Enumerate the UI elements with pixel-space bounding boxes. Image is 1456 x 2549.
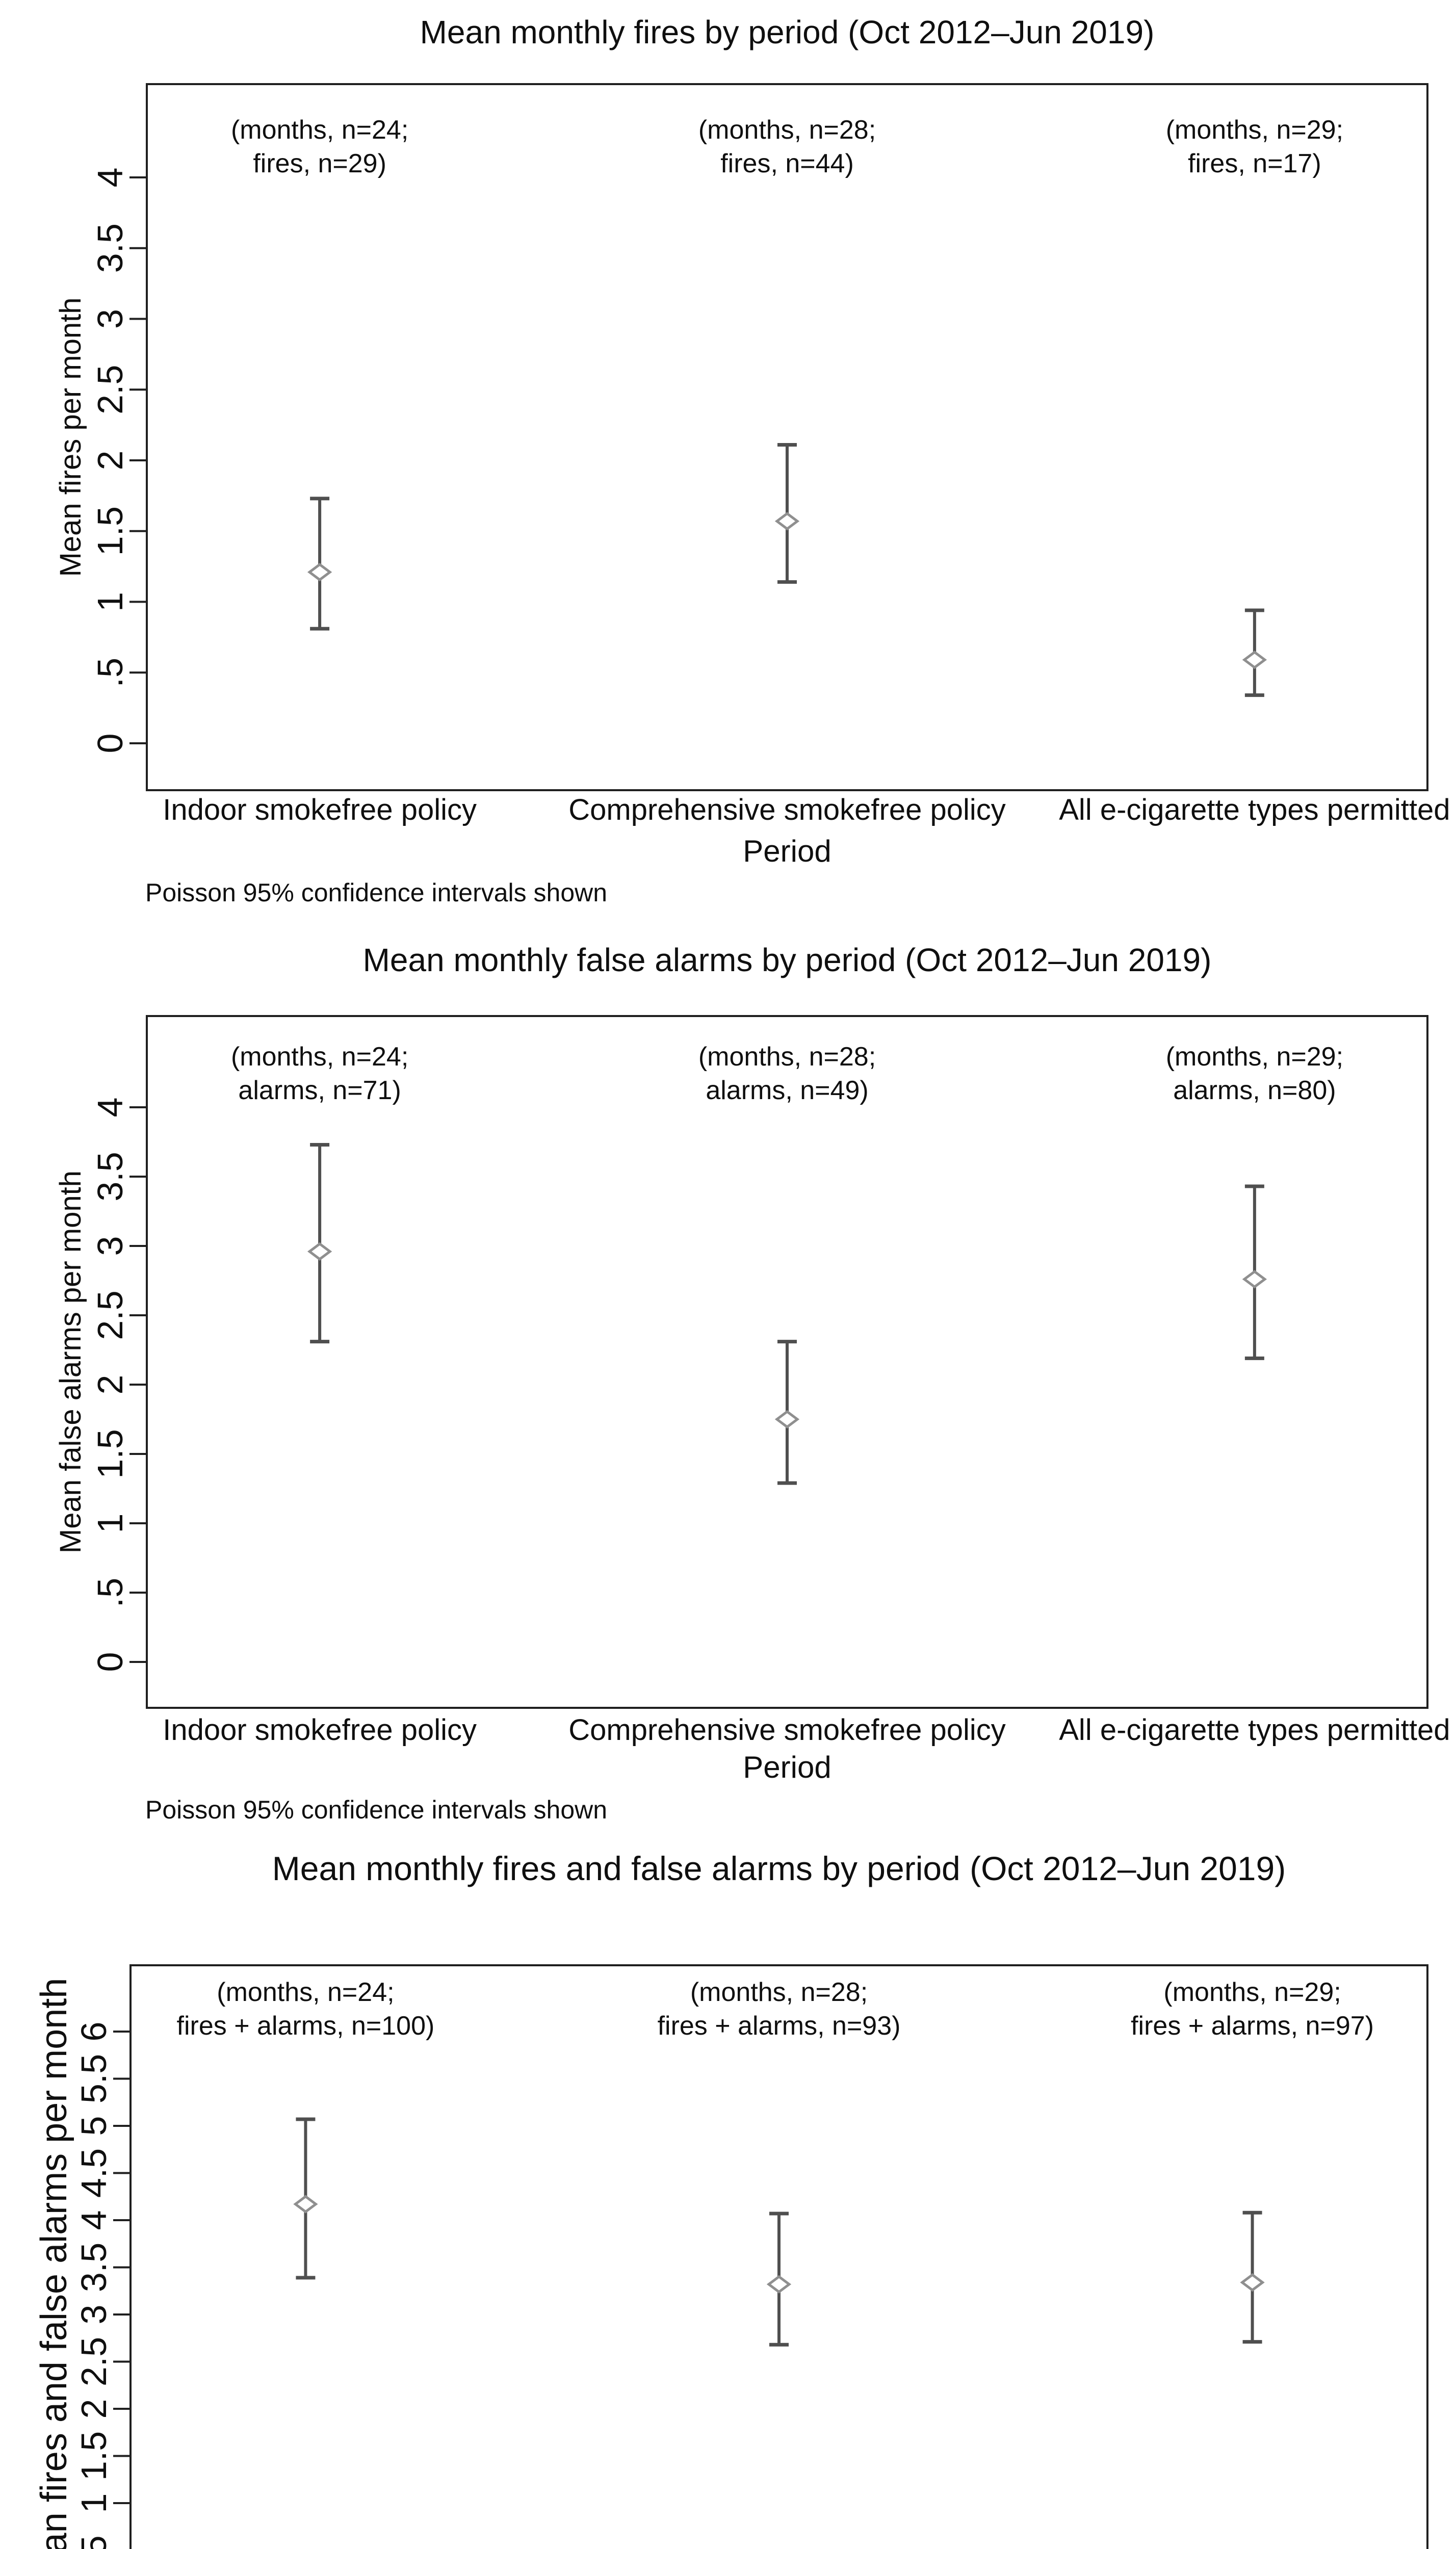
- plot-box: [146, 83, 1428, 791]
- y-tick-label: .5: [74, 2535, 114, 2549]
- y-tick-label: 3: [90, 309, 130, 329]
- false-alarms-chart-svg: Mean monthly false alarms by period (Oct…: [54, 942, 1450, 1824]
- y-tick-label: 2: [90, 1375, 130, 1395]
- y-tick-label: .5: [90, 1578, 130, 1607]
- y-tick-label: 3.5: [90, 223, 130, 273]
- chart-title: Mean monthly fires and false alarms by p…: [272, 1850, 1286, 1887]
- x-category-label: Indoor smokefree policy: [163, 1713, 477, 1747]
- y-tick-label: 2: [74, 2399, 114, 2419]
- y-tick-label: 0: [90, 734, 130, 753]
- x-category-label: Indoor smokefree policy: [163, 793, 477, 826]
- annotation-line: fires + alarms, n=93): [658, 2011, 901, 2041]
- annotation-line: (months, n=28;: [690, 1978, 868, 2007]
- y-tick-label: 2: [90, 451, 130, 471]
- marker-diamond: [774, 512, 800, 531]
- y-tick-label: 1: [74, 2493, 114, 2513]
- y-axis-title: Mean fires per month: [54, 297, 87, 577]
- x-axis-title: Period: [743, 834, 831, 868]
- annotation-line: (months, n=24;: [217, 1978, 394, 2007]
- annotation-line: alarms, n=49): [706, 1076, 868, 1105]
- chart-false-alarms: Mean monthly false alarms by period (Oct…: [0, 920, 1456, 1835]
- annotation-line: (months, n=24;: [231, 1042, 408, 1072]
- y-tick-label: 3: [90, 1236, 130, 1256]
- marker-diamond: [293, 2195, 318, 2214]
- marker-diamond: [307, 1242, 332, 1261]
- marker-diamond: [1242, 1270, 1267, 1289]
- y-axis-title: Mean false alarms per month: [54, 1171, 87, 1553]
- marker-diamond: [1240, 2273, 1265, 2292]
- annotation-line: fires, n=29): [253, 149, 386, 178]
- chart-footnote: Poisson 95% confidence intervals shown: [145, 878, 607, 907]
- marker-diamond: [774, 1410, 800, 1429]
- x-category-label: All e-cigarette types permitted: [1059, 1713, 1450, 1747]
- y-tick-label: 1: [90, 592, 130, 612]
- y-tick-label: 4: [90, 168, 130, 188]
- chart-title: Mean monthly false alarms by period (Oct…: [363, 942, 1212, 978]
- x-axis-title: Period: [743, 1750, 831, 1784]
- y-tick-label: 6: [74, 2022, 114, 2042]
- y-tick-label: 3.5: [90, 1152, 130, 1201]
- annotation-line: fires, n=44): [720, 149, 854, 178]
- x-category-label: Comprehensive smokefree policy: [568, 1713, 1005, 1747]
- y-tick-label: 4.5: [74, 2148, 114, 2198]
- annotation-line: alarms, n=80): [1173, 1076, 1336, 1105]
- y-tick-label: 3.5: [74, 2243, 114, 2292]
- y-tick-label: 4: [74, 2210, 114, 2230]
- plot-box: [129, 1964, 1428, 2549]
- y-tick-label: 2.5: [90, 365, 130, 414]
- y-tick-label: 3: [74, 2305, 114, 2325]
- x-category-label: Comprehensive smokefree policy: [568, 793, 1005, 826]
- y-tick-label: .5: [90, 658, 130, 687]
- annotation-line: fires + alarms, n=97): [1131, 2011, 1374, 2041]
- y-tick-label: 4: [90, 1098, 130, 1117]
- y-tick-label: 1.5: [90, 506, 130, 556]
- chart-footnote: Poisson 95% confidence intervals shown: [145, 1796, 607, 1824]
- annotation-line: (months, n=29;: [1163, 1978, 1341, 2007]
- chart-fires-and-false-alarms: Mean monthly fires and false alarms by p…: [0, 1835, 1456, 2549]
- fires-and-false-alarms-chart-svg: Mean monthly fires and false alarms by p…: [34, 1850, 1428, 2549]
- annotation-line: (months, n=29;: [1166, 1042, 1343, 1072]
- y-tick-label: 1.5: [74, 2431, 114, 2481]
- plot-box: [146, 1015, 1428, 1709]
- chart-title: Mean monthly fires by period (Oct 2012–J…: [420, 14, 1155, 50]
- y-tick-label: 5.5: [74, 2054, 114, 2103]
- y-tick-label: 1: [90, 1514, 130, 1533]
- annotation-line: alarms, n=71): [238, 1076, 401, 1105]
- annotation-line: (months, n=28;: [698, 1042, 876, 1072]
- annotation-line: (months, n=24;: [231, 115, 408, 145]
- y-tick-label: 2.5: [90, 1290, 130, 1340]
- y-tick-label: 0: [90, 1652, 130, 1672]
- annotation-line: fires + alarms, n=100): [177, 2011, 435, 2041]
- y-tick-label: 2.5: [74, 2337, 114, 2386]
- chart-fires: Mean monthly fires by period (Oct 2012–J…: [0, 0, 1456, 920]
- y-tick-label: 1.5: [90, 1429, 130, 1478]
- x-category-label: All e-cigarette types permitted: [1059, 793, 1450, 826]
- annotation-line: (months, n=29;: [1166, 115, 1343, 145]
- y-tick-label: 5: [74, 2116, 114, 2136]
- marker-diamond: [766, 2275, 792, 2294]
- y-axis-title: Mean fires and false alarms per month: [34, 1978, 74, 2549]
- annotation-line: fires, n=17): [1188, 149, 1321, 178]
- marker-diamond: [307, 563, 332, 582]
- fires-chart-svg: Mean monthly fires by period (Oct 2012–J…: [54, 14, 1450, 907]
- annotation-line: (months, n=28;: [698, 115, 876, 145]
- marker-diamond: [1242, 651, 1267, 669]
